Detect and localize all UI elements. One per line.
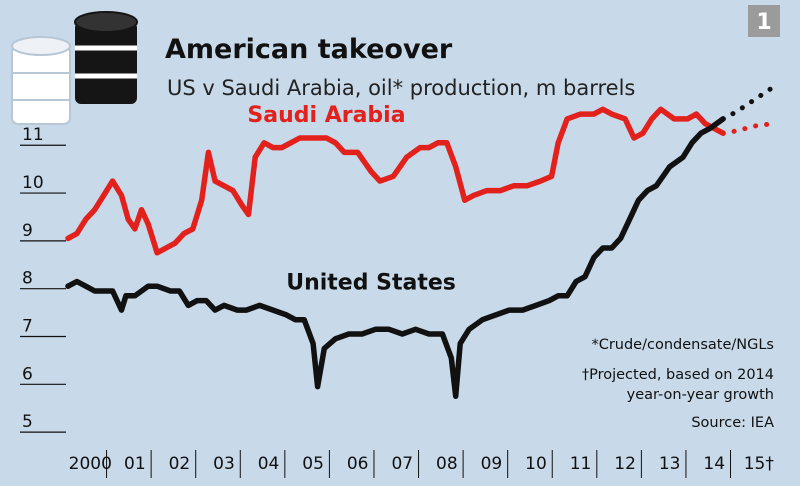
x-tick-label: 2000	[69, 454, 112, 474]
x-tick-label: 07	[391, 454, 413, 474]
x-tick-label: 06	[347, 454, 369, 474]
saudi-arabia-projection-line	[720, 121, 775, 136]
x-axis: 2000 01 02 03 04 05 06 07 08 09 10 11 12 13 14 15†	[69, 450, 775, 478]
series-layer	[65, 85, 775, 399]
y-tick-label: 9	[22, 221, 33, 241]
x-tick-label: 14	[703, 454, 725, 474]
x-tick-label: 01	[124, 454, 146, 474]
x-tick-label: 03	[213, 454, 235, 474]
chart-number: 1	[756, 10, 771, 35]
projection-note-line2: year-on-year growth	[627, 387, 774, 403]
x-tick-label: 13	[659, 454, 681, 474]
y-tick-label: 10	[22, 173, 44, 193]
x-tick-label: 12	[614, 454, 636, 474]
x-tick-label: 08	[436, 454, 458, 474]
projection-note-line1: †Projected, based on 2014	[582, 367, 774, 383]
x-tick-label: 09	[481, 454, 503, 474]
chart-number-badge	[748, 5, 780, 37]
x-tick-label: 02	[169, 454, 191, 474]
footnote: *Crude/condensate/NGLs	[591, 337, 774, 353]
chart-subtitle: US v Saudi Arabia, oil* production, m ba…	[167, 76, 635, 100]
x-tick-label: 15†	[744, 454, 775, 474]
y-tick-label: 8	[22, 269, 33, 289]
oil-barrels-icon	[11, 11, 138, 125]
source-note: Source: IEA	[691, 415, 774, 431]
chart-title: American takeover	[165, 34, 453, 65]
saudi-arabia-line	[65, 106, 726, 256]
x-tick-label: 05	[302, 454, 324, 474]
y-axis: 5 6 7 8 9 10 11	[20, 125, 66, 433]
x-tick-label: 04	[258, 454, 280, 474]
y-tick-label: 11	[22, 125, 44, 145]
x-tick-label: 11	[570, 454, 592, 474]
x-tick-label: 10	[525, 454, 547, 474]
united-states-label: United States	[286, 270, 456, 295]
united-states-line	[65, 116, 726, 399]
y-tick-label: 6	[22, 364, 33, 384]
y-tick-label: 7	[22, 316, 33, 336]
y-tick-label: 5	[22, 412, 33, 432]
saudi-arabia-label: Saudi Arabia	[247, 103, 405, 128]
